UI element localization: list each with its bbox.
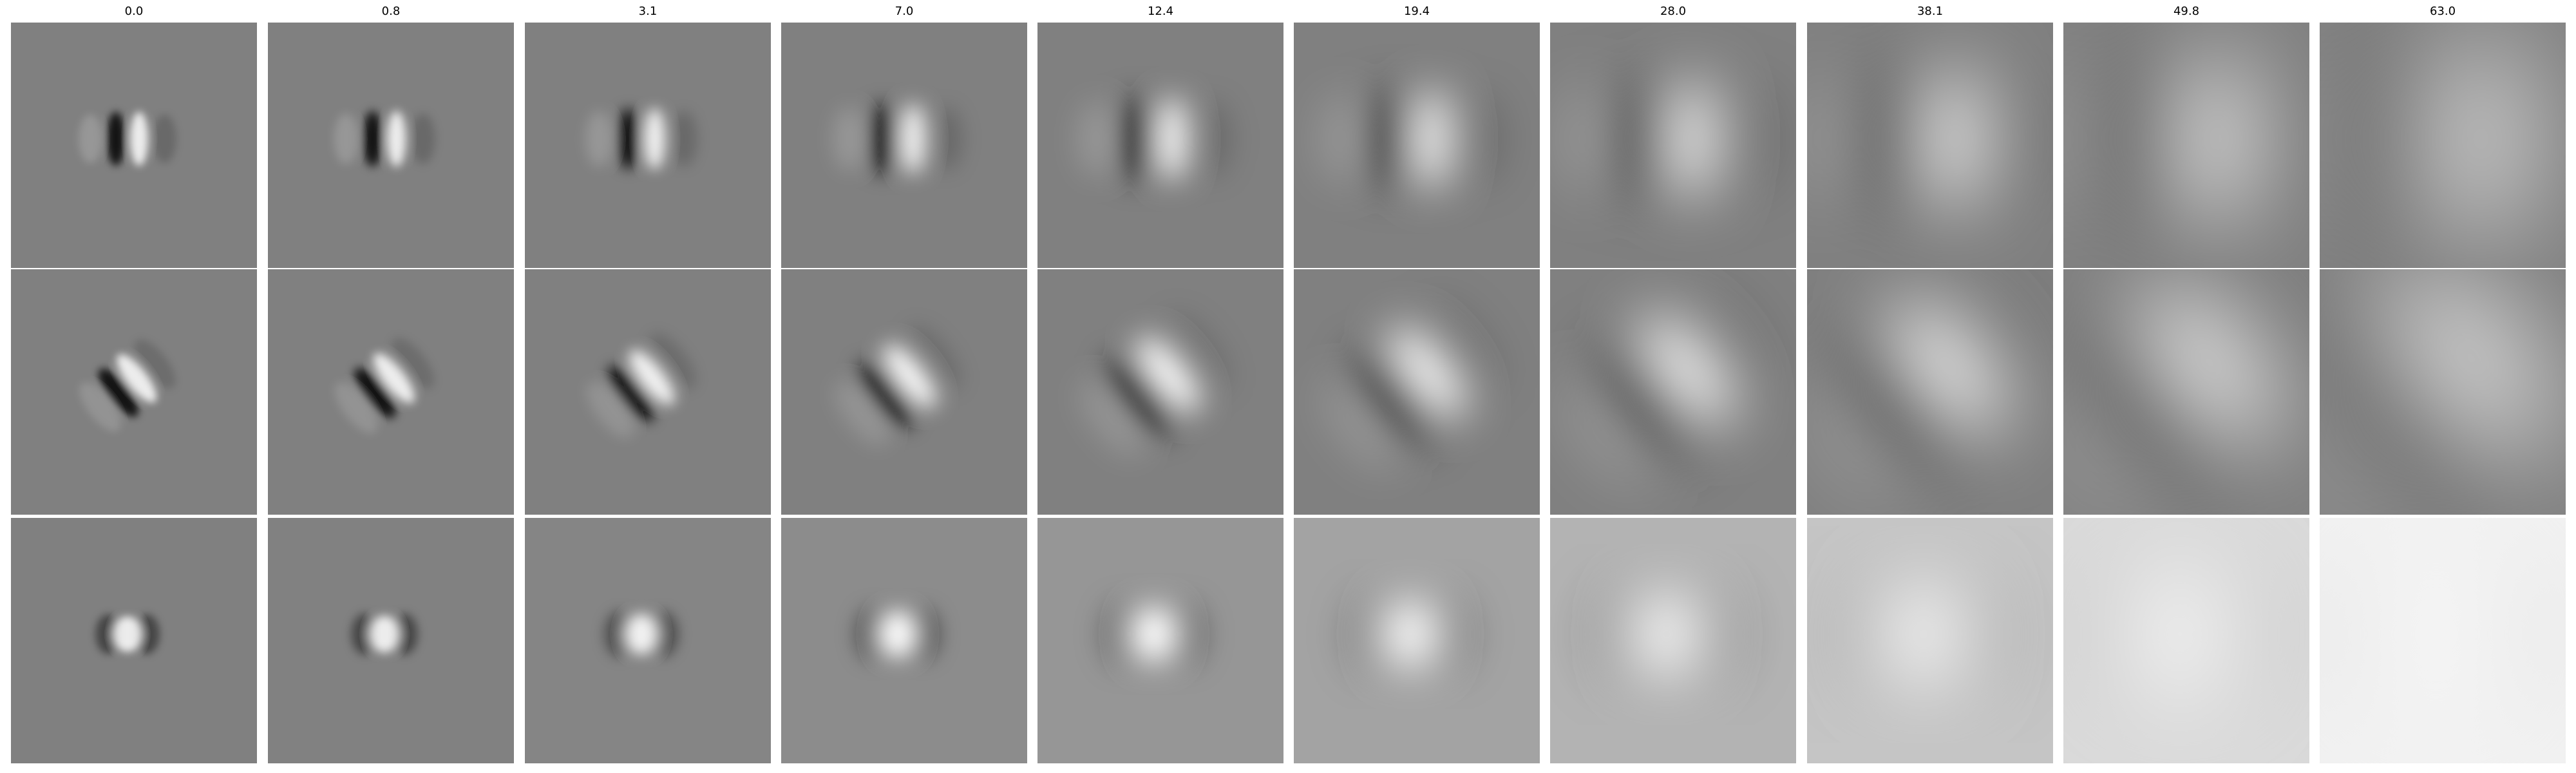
center-blob-filter-panel bbox=[525, 518, 771, 763]
diagonal-edge-filter-panel bbox=[1550, 269, 1796, 515]
center-blob-filter-panel bbox=[1807, 518, 2053, 763]
diagonal-edge-filter-panel bbox=[525, 269, 771, 515]
center-blob-filter-panel bbox=[2063, 518, 2309, 763]
column-title: 38.1 bbox=[1917, 5, 1944, 18]
column-title: 28.0 bbox=[1660, 5, 1687, 18]
vertical-edge-filter-panel bbox=[1037, 23, 1283, 268]
center-blob-filter-panel bbox=[781, 518, 1027, 763]
vertical-edge-filter-panel bbox=[1550, 23, 1796, 268]
vertical-edge-filter-panel bbox=[2320, 23, 2566, 268]
center-blob-filter-panel bbox=[1037, 518, 1283, 763]
vertical-edge-filter-panel bbox=[2063, 23, 2309, 268]
vertical-edge-filter-panel bbox=[781, 23, 1027, 268]
diagonal-edge-filter-panel bbox=[1037, 269, 1283, 515]
diagonal-edge-filter-panel bbox=[268, 269, 514, 515]
column-title: 0.8 bbox=[381, 5, 401, 18]
column-title: 12.4 bbox=[1147, 5, 1174, 18]
diagonal-edge-filter-panel bbox=[11, 269, 257, 515]
center-blob-filter-panel bbox=[1294, 518, 1540, 763]
column-title: 3.1 bbox=[638, 5, 658, 18]
column-title: 63.0 bbox=[2429, 5, 2456, 18]
center-blob-filter-panel bbox=[2320, 518, 2566, 763]
vertical-edge-filter-panel bbox=[268, 23, 514, 268]
diagonal-edge-filter-panel bbox=[2063, 269, 2309, 515]
vertical-edge-filter-panel bbox=[11, 23, 257, 268]
diagonal-edge-filter-panel bbox=[2320, 269, 2566, 515]
vertical-edge-filter-panel bbox=[1807, 23, 2053, 268]
vertical-edge-filter-panel bbox=[1294, 23, 1540, 268]
column-title: 0.0 bbox=[124, 5, 144, 18]
column-title: 49.8 bbox=[2173, 5, 2200, 18]
diagonal-edge-filter-panel bbox=[1807, 269, 2053, 515]
diagonal-edge-filter-panel bbox=[1294, 269, 1540, 515]
diagonal-edge-filter-panel bbox=[781, 269, 1027, 515]
center-blob-filter-panel bbox=[11, 518, 257, 763]
vertical-edge-filter-panel bbox=[525, 23, 771, 268]
column-title: 19.4 bbox=[1403, 5, 1430, 18]
column-title: 7.0 bbox=[895, 5, 914, 18]
center-blob-filter-panel bbox=[1550, 518, 1796, 763]
center-blob-filter-panel bbox=[268, 518, 514, 763]
